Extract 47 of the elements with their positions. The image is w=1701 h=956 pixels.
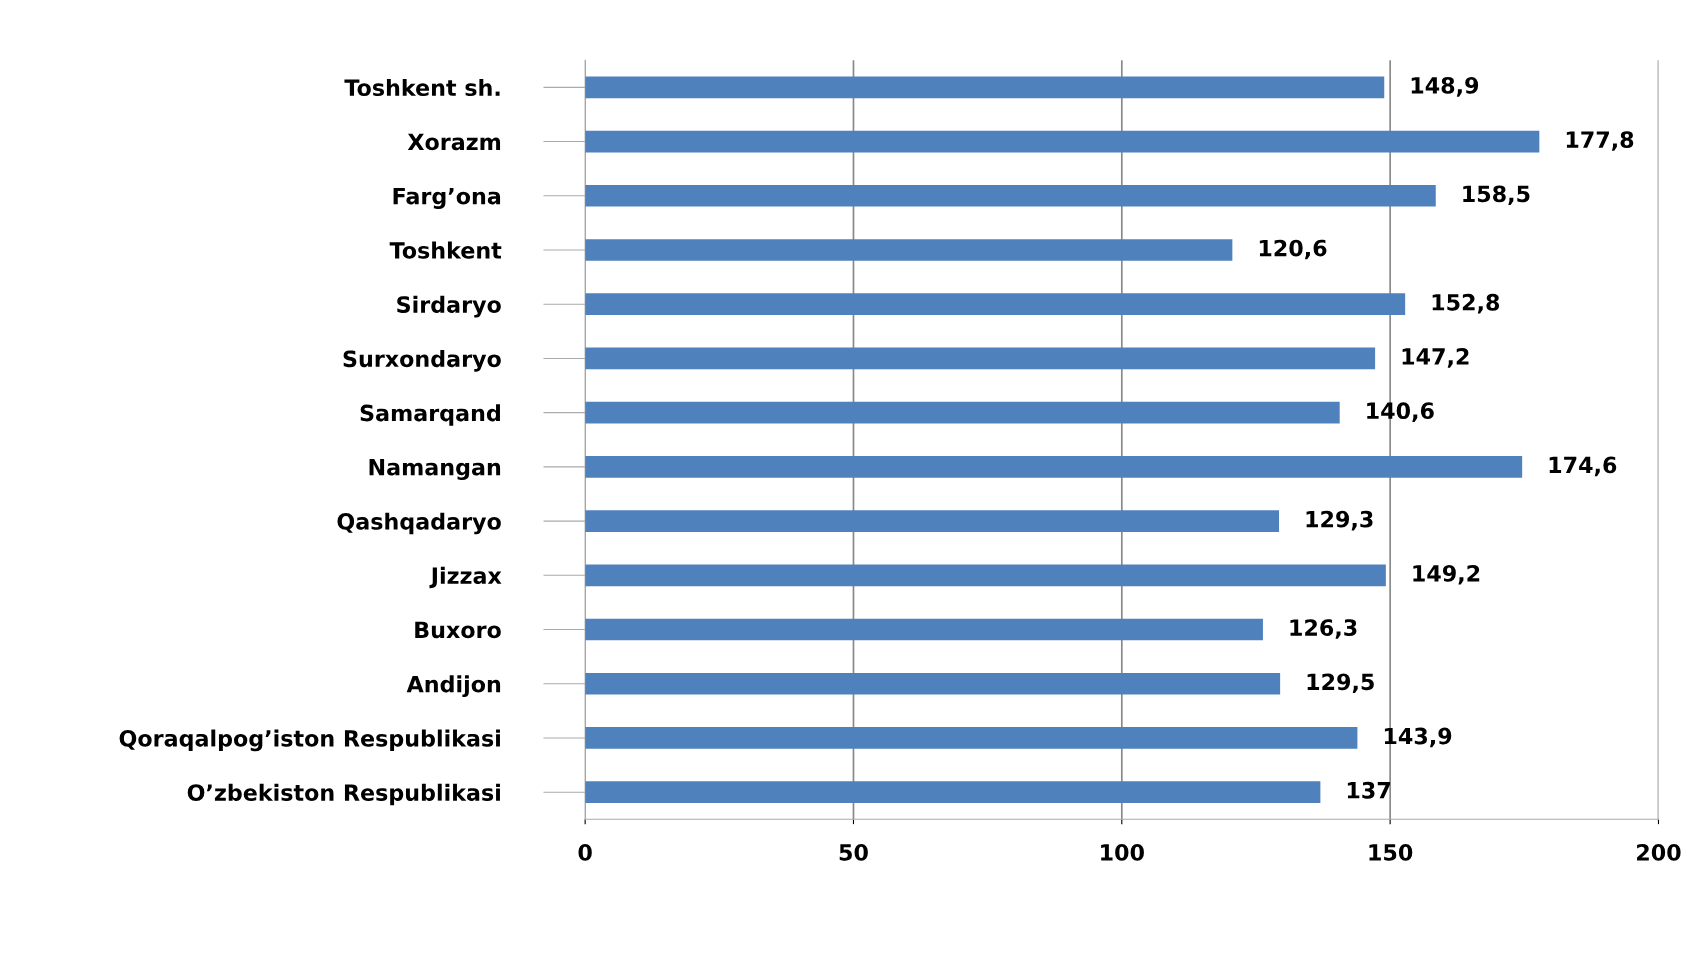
data-label: 158,5 [1463, 185, 1530, 206]
data-label: 140,6 [1367, 402, 1434, 422]
data-label: 149,2 [1413, 564, 1480, 585]
bar [585, 618, 1263, 641]
bar [585, 239, 1233, 261]
bar [585, 564, 1386, 587]
y-tick-label: Farg’ona [393, 187, 501, 209]
y-tick-label: Surxondaryo [343, 349, 501, 372]
bar [585, 184, 1436, 207]
bar [585, 293, 1406, 316]
bar [585, 401, 1340, 424]
data-label: 177,8 [1566, 131, 1634, 151]
x-tick-label: 50 [839, 843, 868, 861]
data-label: 143,9 [1384, 727, 1452, 748]
y-tick-label: Sirdaryo [397, 295, 501, 318]
data-label: 129,5 [1307, 673, 1374, 694]
x-tick-label: 100 [1101, 843, 1144, 861]
y-tick-label: Namangan [369, 459, 501, 481]
y-tick-label: Qashqadaryo [337, 512, 501, 535]
y-tick-label: Samarqand [360, 404, 500, 426]
y-tick-label: O’zbekiston Respublikasi [187, 783, 500, 806]
bar [585, 76, 1385, 99]
x-tick-label: 150 [1369, 843, 1413, 861]
data-label: 148,9 [1411, 76, 1479, 97]
data-label: 137 [1347, 781, 1390, 799]
bar [585, 130, 1540, 153]
data-label: 152,8 [1432, 293, 1500, 314]
data-label: 120,6 [1259, 239, 1327, 260]
data-label: 126,3 [1290, 619, 1357, 639]
data-label: 147,2 [1402, 348, 1469, 368]
bar [585, 727, 1358, 749]
data-label: 174,6 [1549, 456, 1617, 477]
bar [585, 672, 1281, 695]
y-tick-label: Andijon [406, 675, 501, 697]
data-label: 129,3 [1306, 510, 1373, 531]
y-tick-label: Jizzax [429, 566, 502, 589]
y-tick-label: Toshkent [389, 241, 502, 259]
y-tick-label: Qoraqalpog’iston Respublikasi [119, 729, 500, 752]
bar [585, 456, 1523, 478]
y-tick-label: Xorazm [407, 133, 501, 151]
x-tick-label: 0 [578, 843, 592, 861]
bar [585, 347, 1376, 370]
x-tick-label: 200 [1637, 843, 1681, 861]
y-tick-label: Toshkent sh. [344, 78, 500, 97]
bar [585, 781, 1321, 804]
y-tick-label: Buxoro [415, 621, 501, 639]
bar [585, 510, 1280, 532]
